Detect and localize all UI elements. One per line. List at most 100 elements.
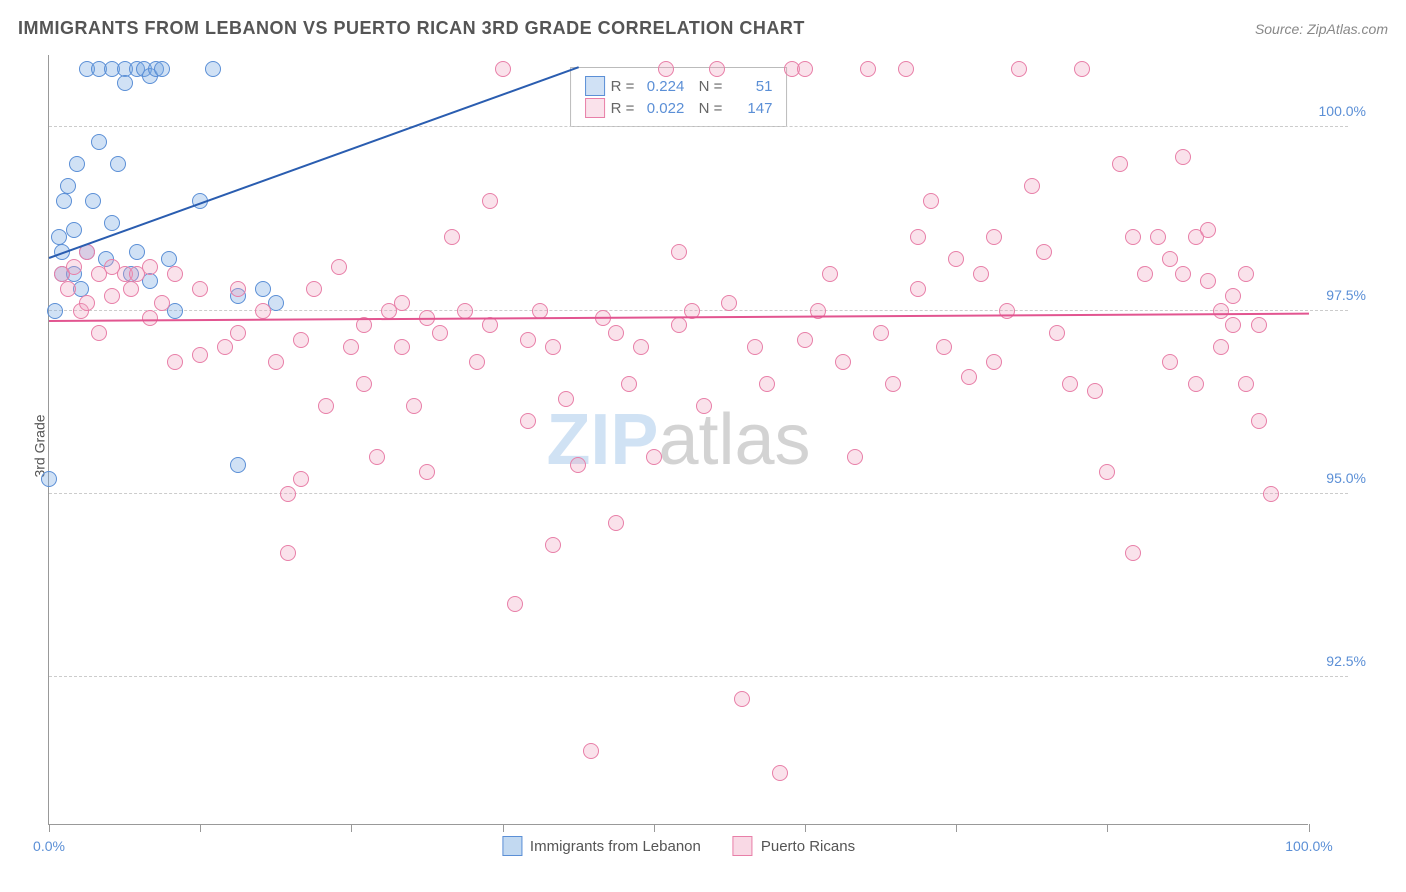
data-point bbox=[331, 259, 347, 275]
data-point bbox=[1175, 149, 1191, 165]
data-point bbox=[110, 156, 126, 172]
data-point bbox=[973, 266, 989, 282]
data-point bbox=[545, 537, 561, 553]
data-point bbox=[583, 743, 599, 759]
data-point bbox=[154, 295, 170, 311]
data-point bbox=[1137, 266, 1153, 282]
data-point bbox=[545, 339, 561, 355]
correlation-legend: R = 0.224 N = 51R = 0.022 N = 147 bbox=[570, 67, 788, 127]
source-label: Source: ZipAtlas.com bbox=[1255, 21, 1388, 37]
data-point bbox=[1099, 464, 1115, 480]
legend-r-value: 0.022 bbox=[640, 100, 684, 117]
data-point bbox=[117, 75, 133, 91]
x-tick bbox=[351, 824, 352, 832]
legend-item: Immigrants from Lebanon bbox=[502, 836, 701, 856]
data-point bbox=[123, 281, 139, 297]
data-point bbox=[1188, 376, 1204, 392]
y-axis-label: 3rd Grade bbox=[32, 414, 48, 477]
data-point bbox=[961, 369, 977, 385]
data-point bbox=[558, 391, 574, 407]
data-point bbox=[1125, 229, 1141, 245]
scatter-chart: ZIPatlas R = 0.224 N = 51R = 0.022 N = 1… bbox=[48, 55, 1308, 825]
data-point bbox=[255, 303, 271, 319]
data-point bbox=[343, 339, 359, 355]
x-tick bbox=[1107, 824, 1108, 832]
data-point bbox=[1087, 383, 1103, 399]
data-point bbox=[85, 193, 101, 209]
data-point bbox=[369, 449, 385, 465]
data-point bbox=[885, 376, 901, 392]
data-point bbox=[60, 178, 76, 194]
data-point bbox=[293, 471, 309, 487]
y-tick-label: 97.5% bbox=[1311, 287, 1366, 303]
data-point bbox=[986, 229, 1002, 245]
data-point bbox=[1175, 266, 1191, 282]
data-point bbox=[91, 325, 107, 341]
x-tick bbox=[654, 824, 655, 832]
data-point bbox=[230, 457, 246, 473]
data-point bbox=[747, 339, 763, 355]
legend-label: Immigrants from Lebanon bbox=[530, 838, 701, 855]
data-point bbox=[406, 398, 422, 414]
data-point bbox=[1263, 486, 1279, 502]
data-point bbox=[394, 339, 410, 355]
y-tick-label: 95.0% bbox=[1311, 470, 1366, 486]
data-point bbox=[671, 317, 687, 333]
data-point bbox=[444, 229, 460, 245]
data-point bbox=[356, 376, 372, 392]
data-point bbox=[419, 464, 435, 480]
legend-n-value: 147 bbox=[728, 100, 772, 117]
legend-r-value: 0.224 bbox=[640, 78, 684, 95]
data-point bbox=[66, 259, 82, 275]
data-point bbox=[721, 295, 737, 311]
data-point bbox=[759, 376, 775, 392]
watermark-atlas: atlas bbox=[658, 400, 810, 480]
chart-header: IMMIGRANTS FROM LEBANON VS PUERTO RICAN … bbox=[18, 18, 1388, 39]
watermark-zip: ZIP bbox=[546, 400, 658, 480]
data-point bbox=[129, 244, 145, 260]
gridline bbox=[49, 676, 1348, 677]
data-point bbox=[217, 339, 233, 355]
data-point bbox=[1213, 339, 1229, 355]
data-point bbox=[658, 61, 674, 77]
data-point bbox=[293, 332, 309, 348]
data-point bbox=[709, 61, 725, 77]
data-point bbox=[633, 339, 649, 355]
x-tick-label: 0.0% bbox=[33, 838, 65, 854]
data-point bbox=[41, 471, 57, 487]
x-tick-label: 100.0% bbox=[1285, 838, 1332, 854]
data-point bbox=[230, 325, 246, 341]
data-point bbox=[608, 515, 624, 531]
data-point bbox=[923, 193, 939, 209]
data-point bbox=[457, 303, 473, 319]
data-point bbox=[482, 317, 498, 333]
data-point bbox=[66, 222, 82, 238]
data-point bbox=[1024, 178, 1040, 194]
data-point bbox=[192, 347, 208, 363]
x-tick bbox=[805, 824, 806, 832]
data-point bbox=[1251, 317, 1267, 333]
data-point bbox=[520, 413, 536, 429]
x-tick bbox=[503, 824, 504, 832]
legend-row: R = 0.022 N = 147 bbox=[585, 98, 773, 118]
data-point bbox=[230, 281, 246, 297]
series-legend: Immigrants from Lebanon Puerto Ricans bbox=[502, 836, 855, 856]
gridline bbox=[49, 126, 1348, 127]
legend-label: Puerto Ricans bbox=[761, 838, 855, 855]
data-point bbox=[520, 332, 536, 348]
data-point bbox=[1049, 325, 1065, 341]
legend-row: R = 0.224 N = 51 bbox=[585, 76, 773, 96]
data-point bbox=[161, 251, 177, 267]
data-point bbox=[56, 193, 72, 209]
legend-item: Puerto Ricans bbox=[733, 836, 855, 856]
data-point bbox=[432, 325, 448, 341]
data-point bbox=[154, 61, 170, 77]
data-point bbox=[205, 61, 221, 77]
data-point bbox=[1225, 288, 1241, 304]
data-point bbox=[482, 193, 498, 209]
data-point bbox=[1238, 376, 1254, 392]
data-point bbox=[621, 376, 637, 392]
data-point bbox=[772, 765, 788, 781]
data-point bbox=[142, 310, 158, 326]
data-point bbox=[192, 281, 208, 297]
